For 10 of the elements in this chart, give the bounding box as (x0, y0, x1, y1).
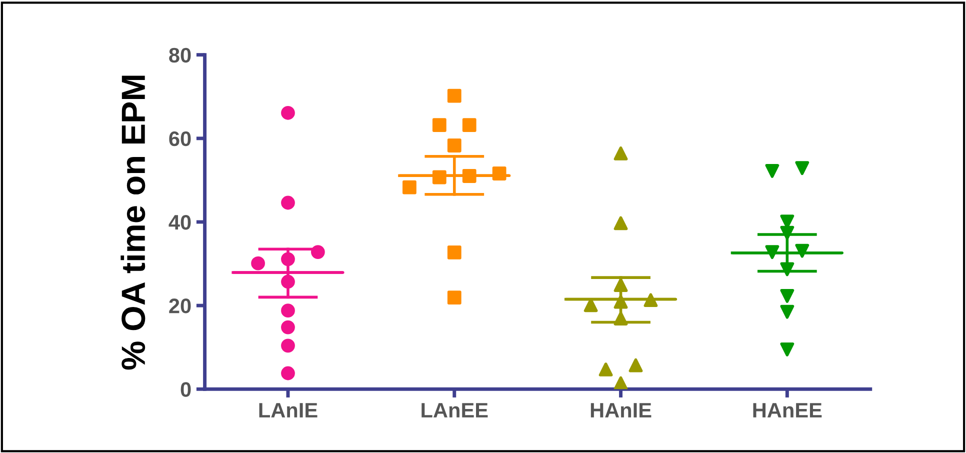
y-tick-label: 40 (168, 214, 191, 230)
y-tick-label: 0 (180, 382, 191, 397)
y-tick-label: 20 (169, 298, 191, 314)
y-axis-title: % OA time on EPM (120, 76, 146, 370)
x-tick-label: HAnEE (753, 403, 822, 418)
x-tick-label: LAnEE (422, 403, 488, 418)
x-tick-label: LAnIE (259, 403, 318, 418)
x-tick-label: HAnIE (590, 403, 652, 418)
y-tick-label: 60 (169, 131, 191, 146)
y-tick-label: 80 (169, 48, 191, 63)
